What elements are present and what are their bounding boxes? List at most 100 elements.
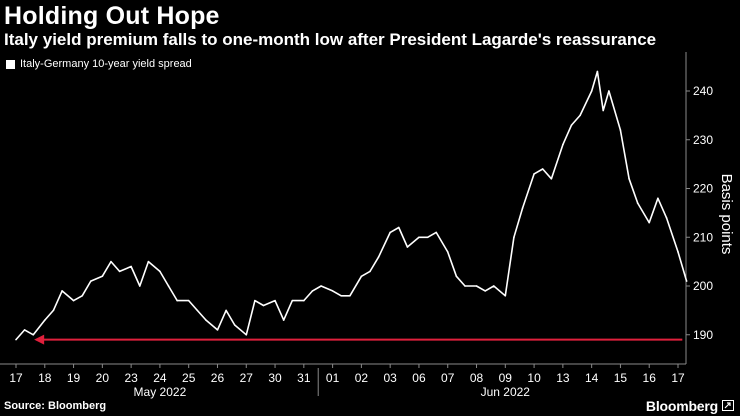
x-tick-label: 18: [38, 371, 52, 385]
data-point: [504, 294, 507, 297]
data-point: [167, 285, 170, 287]
data-point: [533, 173, 535, 175]
chart-title: Holding Out Hope: [4, 2, 220, 30]
x-tick-label: 15: [614, 371, 628, 385]
data-point: [475, 285, 478, 287]
x-tick-label: 23: [124, 371, 138, 385]
data-point: [205, 319, 207, 321]
data-point: [52, 309, 55, 312]
data-point: [216, 329, 219, 331]
x-tick-label: 06: [412, 371, 426, 385]
y-axis-title: Basis points: [718, 174, 735, 255]
data-point: [72, 299, 75, 302]
x-tick-label: 20: [96, 371, 110, 385]
data-point: [43, 319, 46, 321]
data-point: [340, 294, 343, 297]
data-point: [147, 260, 150, 263]
x-tick-label: 09: [499, 371, 513, 385]
data-point: [579, 114, 581, 117]
data-point: [464, 285, 466, 287]
x-tick-label: 19: [67, 371, 81, 385]
data-point: [138, 285, 141, 287]
data-point: [274, 299, 276, 302]
month-label: May 2022: [134, 385, 187, 399]
data-point: [665, 216, 668, 219]
data-point: [484, 290, 486, 292]
y-tick-label: 210: [693, 230, 713, 244]
data-point: [118, 270, 121, 273]
data-point: [32, 333, 35, 336]
data-point: [590, 90, 593, 92]
data-point: [331, 290, 334, 292]
data-point: [187, 299, 190, 302]
source-note: Source: Bloomberg: [4, 400, 107, 412]
data-point: [320, 285, 322, 287]
x-tick-label: 26: [211, 371, 225, 385]
y-tick-label: 230: [693, 133, 713, 147]
data-point: [636, 202, 639, 204]
legend-label: Italy-Germany 10-year yield spread: [20, 58, 192, 70]
x-tick-label: 07: [441, 371, 455, 385]
data-point: [15, 338, 17, 341]
x-tick-label: 24: [153, 371, 167, 385]
legend-swatch: [6, 59, 15, 69]
data-point: [446, 251, 449, 253]
data-point: [513, 236, 515, 239]
x-tick-label: 25: [182, 371, 196, 385]
data-point: [110, 260, 112, 263]
data-point: [677, 251, 679, 253]
data-point: [619, 129, 622, 131]
data-point: [90, 280, 92, 282]
data-point: [369, 270, 371, 273]
data-point: [389, 231, 391, 234]
x-tick-label: 27: [240, 371, 254, 385]
reference-arrowhead: [34, 334, 45, 345]
x-tick-label: 14: [585, 371, 599, 385]
data-point: [61, 290, 63, 292]
data-point: [245, 333, 248, 336]
month-label: Jun 2022: [481, 385, 531, 399]
data-point: [23, 329, 26, 331]
data-point: [435, 231, 438, 234]
data-point: [426, 236, 429, 239]
data-point: [282, 319, 285, 321]
x-tick-label: 16: [643, 371, 657, 385]
y-tick-label: 220: [693, 182, 713, 196]
data-point: [550, 177, 553, 180]
data-point: [406, 246, 409, 248]
data-point: [101, 275, 104, 278]
data-point: [159, 270, 161, 273]
data-point: [608, 90, 610, 92]
data-point: [521, 207, 524, 209]
data-point: [349, 294, 351, 297]
x-tick-label: 01: [326, 371, 340, 385]
x-tick-label: 03: [383, 371, 397, 385]
legend: Italy-Germany 10-year yield spread: [6, 58, 192, 70]
data-point: [130, 265, 132, 268]
data-point: [303, 299, 305, 302]
data-point: [541, 168, 544, 170]
data-point: [596, 70, 599, 73]
data-point: [360, 275, 363, 278]
data-point: [602, 109, 604, 112]
data-point: [311, 290, 314, 292]
brand-logo-text: Bloomberg: [645, 398, 718, 414]
x-tick-label: 31: [297, 371, 311, 385]
data-point: [225, 309, 227, 312]
series-line: [15, 70, 688, 341]
x-tick-label: 13: [556, 371, 570, 385]
x-tick-label: 17: [9, 371, 23, 385]
data-point: [377, 255, 380, 258]
x-tick-label: 30: [268, 371, 282, 385]
y-tick-label: 200: [693, 279, 713, 293]
data-point: [418, 236, 420, 239]
data-point: [492, 285, 495, 287]
y-tick-label: 240: [693, 84, 713, 98]
x-tick-label: 02: [355, 371, 369, 385]
data-point: [570, 124, 573, 126]
x-tick-label: 08: [470, 371, 484, 385]
data-point: [628, 177, 630, 180]
data-point: [648, 221, 651, 224]
data-point: [196, 309, 199, 312]
data-point: [398, 226, 400, 229]
